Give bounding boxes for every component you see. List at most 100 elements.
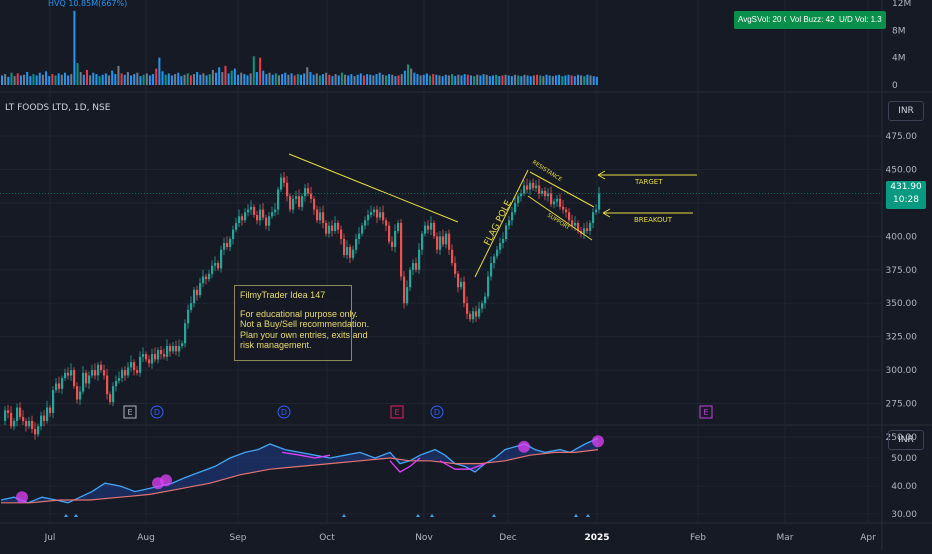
volume-bar [233,68,236,85]
event-marker-d: D [150,405,164,419]
candle-body [433,222,436,237]
volume-bar [403,70,406,85]
candle-body [262,209,265,218]
volume-bar [407,64,410,85]
x-tick-label: Aug [137,533,155,543]
volume-bar [92,72,95,85]
candle-body [232,229,235,240]
candle-body [364,220,367,226]
candle-body [241,216,244,221]
volume-bar [372,75,375,85]
candle-body [271,212,274,217]
indicator-currency-button[interactable]: INR [888,430,924,450]
volume-bar [328,74,331,85]
indicator-arrow [64,514,68,517]
volume-bar [548,75,551,85]
price-tick-label: 475.00 [886,132,918,142]
candle-body [130,362,133,368]
price-tick-label: 375.00 [886,266,918,276]
flag-support-line [527,195,593,241]
candle-body [385,220,388,226]
candle-body [445,233,448,245]
candle-body [541,190,544,194]
candle-body [334,222,337,231]
volume-bar [514,74,517,85]
candle-body [235,222,238,230]
indicator-signal-dot [16,491,28,504]
candle-body [199,283,202,296]
volume-label: HVQ 10.85M(667%) [48,0,128,8]
candle-body [28,420,31,427]
volume-bar [583,76,586,85]
volume-bar [322,74,325,85]
volume-bar [189,75,192,85]
candle-body [340,229,343,240]
candle-body [421,233,424,250]
volume-bar [504,74,507,85]
indicator-magenta-line [389,457,421,473]
dividend-marker-circle [277,405,291,419]
candle-body [79,391,82,400]
volume-bar [240,72,243,85]
volume-bar [510,76,513,85]
volume-bar [309,72,312,85]
volume-bar [170,75,173,85]
candle-body [325,222,328,234]
volume-bar [221,72,224,85]
indicator-tick-label: 30.00 [891,510,917,520]
volume-bar [123,74,126,85]
volume-bar [495,74,498,85]
candle-body [382,212,385,221]
volume-bar [117,65,120,85]
price-tag: 431.90 10:28 [886,181,926,209]
price-axis: Jul Aug Sep Oct Nov Dec 2025 Feb Mar Apr 475.00 450… [44,0,918,543]
candle-body [277,189,280,210]
candle-body [175,346,178,352]
candle-body [562,206,565,210]
candle-body [403,276,406,304]
volume-bar [133,74,136,85]
volume-bar [592,76,595,85]
volume-bar [164,74,167,85]
volume-bar [51,74,54,85]
volume-bar [32,74,35,85]
candle-body [466,303,469,314]
volume-bar [400,74,403,85]
volume-bar [10,72,13,85]
x-tick-label: Nov [415,533,433,543]
candle-body [316,209,319,221]
candle-body [559,198,562,207]
candle-body [439,236,442,250]
candle-body [331,225,334,231]
volume-bar [517,75,520,85]
candle-body [265,217,268,226]
candle-body [166,346,169,357]
candle-body [490,263,493,277]
currency-button[interactable]: INR [888,101,924,121]
volume-bar [469,75,472,85]
volume-bar [145,73,148,85]
event-marker-label: E [394,408,399,417]
volume-tick-label: 12M [892,0,911,9]
volume-bar [186,73,189,85]
candle-body [544,190,547,197]
candle-body [598,193,601,210]
idea-note: FilmyTrader Idea 147 For educational pur… [234,285,369,361]
volume-bar [378,72,381,85]
volume-bar [95,74,98,85]
candle-body [484,296,487,304]
candle-body [94,370,97,376]
volume-bar [482,74,485,85]
volume-bar [48,76,51,85]
candle-body [343,239,346,256]
candle-body [16,407,19,421]
candle-body [418,249,421,270]
candle-body [214,263,217,266]
volume-bar [281,74,284,85]
candle-body [577,222,580,231]
volume-bar [523,74,526,85]
candle-body [283,177,286,183]
event-marker-label: D [281,408,287,417]
